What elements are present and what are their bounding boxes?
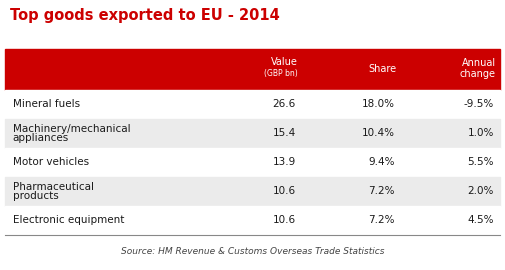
Text: Motor vehicles: Motor vehicles xyxy=(13,157,89,167)
Text: 7.2%: 7.2% xyxy=(369,186,395,196)
Text: Top goods exported to EU - 2014: Top goods exported to EU - 2014 xyxy=(10,8,280,23)
Bar xyxy=(5,49,500,90)
Text: 2.0%: 2.0% xyxy=(468,186,494,196)
Text: 10.4%: 10.4% xyxy=(362,128,395,138)
Text: Source: HM Revenue & Customs Overseas Trade Statistics: Source: HM Revenue & Customs Overseas Tr… xyxy=(121,248,384,256)
Bar xyxy=(5,148,500,177)
Text: 13.9: 13.9 xyxy=(273,157,296,167)
Bar xyxy=(5,119,500,148)
Text: 9.4%: 9.4% xyxy=(369,157,395,167)
Text: -9.5%: -9.5% xyxy=(464,99,494,109)
Text: Machinery/mechanical: Machinery/mechanical xyxy=(13,124,130,134)
Text: Share: Share xyxy=(369,64,397,74)
Text: 10.6: 10.6 xyxy=(273,215,296,225)
Text: products: products xyxy=(13,191,59,201)
Text: 1.0%: 1.0% xyxy=(468,128,494,138)
Text: Annual: Annual xyxy=(462,58,496,68)
Text: 10.6: 10.6 xyxy=(273,186,296,196)
Text: (GBP bn): (GBP bn) xyxy=(264,69,298,78)
Text: Value: Value xyxy=(271,56,298,66)
Text: Mineral fuels: Mineral fuels xyxy=(13,99,80,109)
Text: Pharmaceutical: Pharmaceutical xyxy=(13,182,93,192)
Text: 4.5%: 4.5% xyxy=(468,215,494,225)
Bar xyxy=(5,206,500,235)
Text: 7.2%: 7.2% xyxy=(369,215,395,225)
Text: appliances: appliances xyxy=(13,133,69,143)
Bar xyxy=(5,90,500,119)
Text: change: change xyxy=(460,69,496,79)
Text: 15.4: 15.4 xyxy=(273,128,296,138)
Text: 26.6: 26.6 xyxy=(273,99,296,109)
Text: Electronic equipment: Electronic equipment xyxy=(13,215,124,225)
Text: 18.0%: 18.0% xyxy=(362,99,395,109)
Bar xyxy=(5,177,500,206)
Text: 5.5%: 5.5% xyxy=(468,157,494,167)
